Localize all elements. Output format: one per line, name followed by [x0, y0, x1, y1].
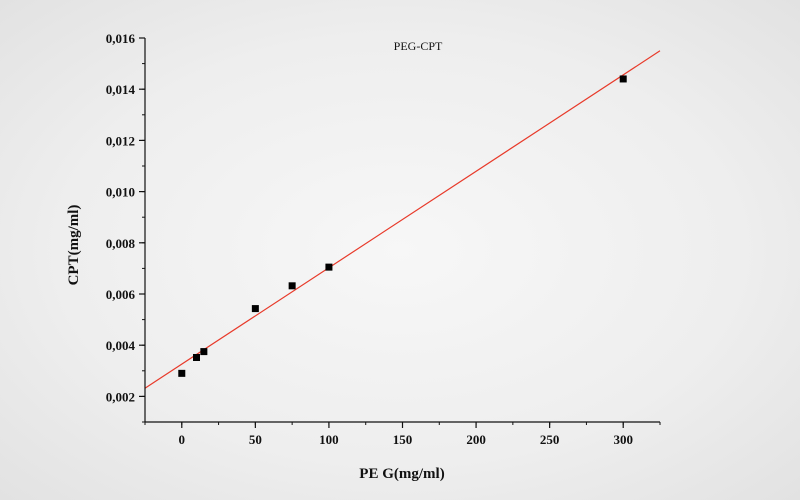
legend-label: PEG-CPT	[394, 39, 443, 53]
fit-line	[144, 50, 661, 389]
data-point	[193, 353, 200, 361]
x-tick-label: 0	[179, 432, 186, 447]
y-tick-label: 0,002	[106, 389, 135, 404]
x-axis-title: PE G(mg/ml)	[359, 466, 444, 482]
data-point	[178, 369, 186, 377]
data-point	[619, 75, 627, 83]
y-axis-title: CPT(mg/ml)	[66, 205, 82, 286]
data-point	[325, 263, 333, 271]
axes-group: 0,002 0,004 0,006 0,008 0,010 0,012 0,014 0,016…	[106, 31, 661, 447]
x-tick-label: 250	[540, 432, 560, 447]
x-tick-label: 50	[249, 432, 262, 447]
x-tick-label: 200	[466, 432, 486, 447]
y-tick-label: 0,014	[106, 82, 136, 97]
y-tick-label: 0,006	[106, 287, 136, 302]
data-point	[200, 348, 208, 356]
fit-line-group	[144, 50, 661, 389]
y-tick-label: 0,016	[106, 31, 136, 46]
points-group	[178, 75, 627, 377]
x-tick-label: 150	[393, 432, 413, 447]
y-tick-label: 0,004	[106, 338, 136, 353]
y-tick-label: 0,008	[106, 236, 136, 251]
y-tick-label: 0,012	[106, 133, 135, 148]
data-point	[288, 282, 296, 290]
x-tick-label: 100	[319, 432, 339, 447]
y-tick-label: 0,010	[106, 185, 135, 200]
x-tick-label: 300	[613, 432, 633, 447]
data-point	[251, 305, 259, 313]
